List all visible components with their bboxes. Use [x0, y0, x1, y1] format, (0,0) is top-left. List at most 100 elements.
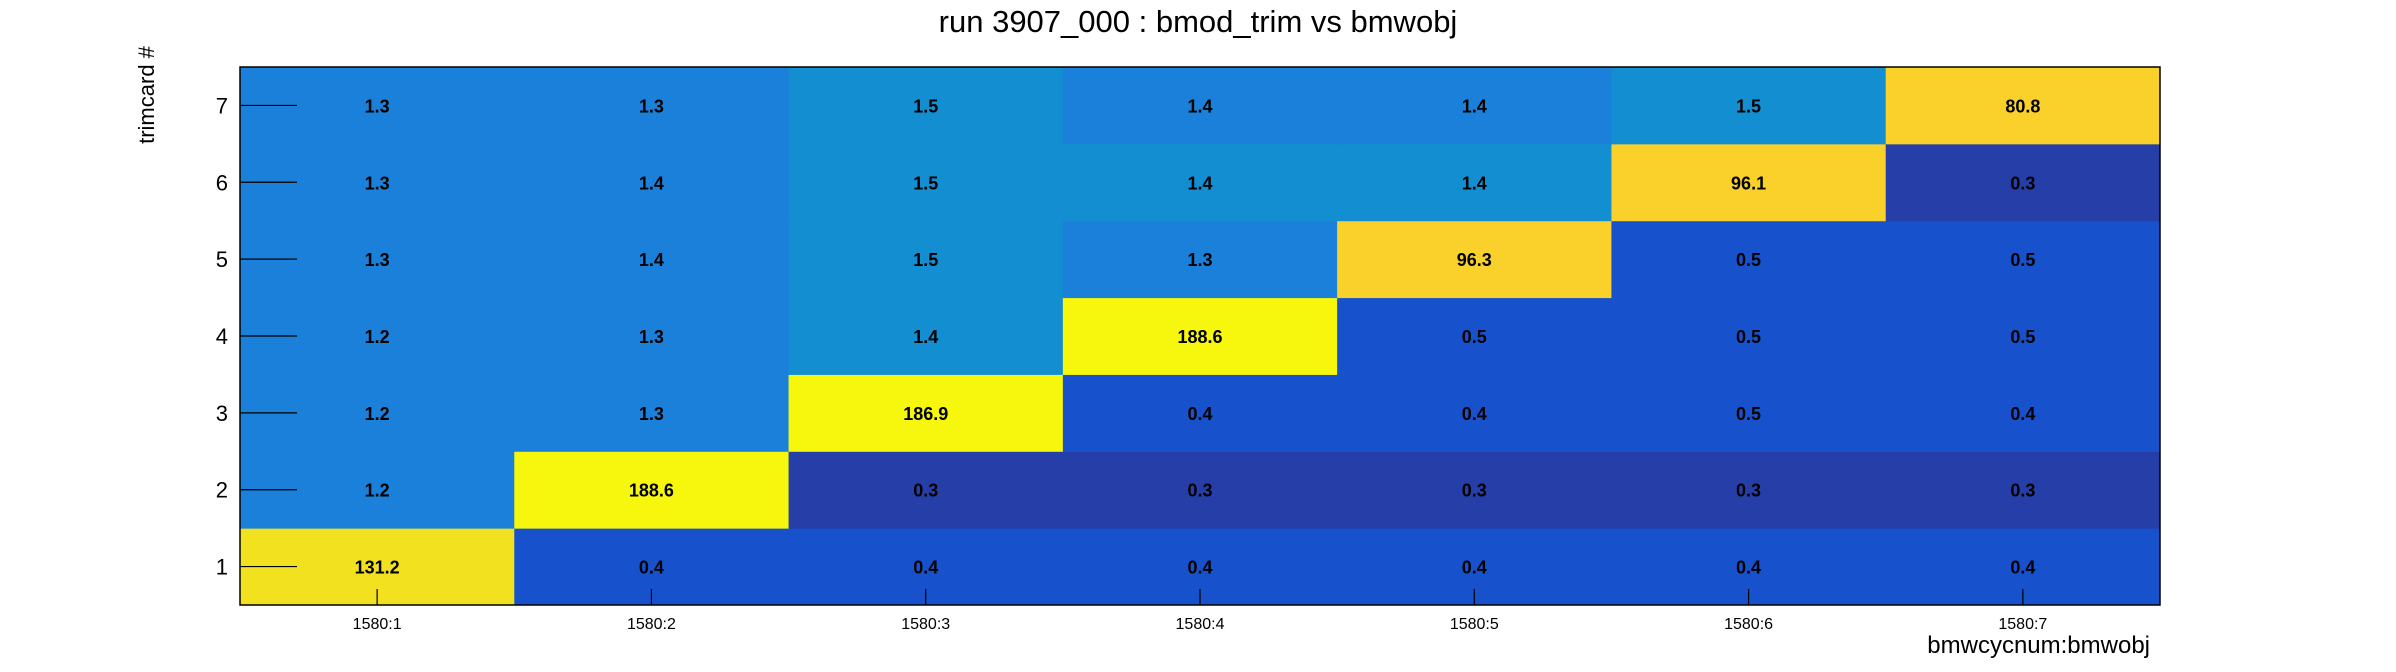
x-axis-label: bmwcycnum:bmwobj: [1927, 632, 2150, 659]
cell-value-label: 186.9: [903, 404, 948, 424]
cell-value-label: 0.5: [1462, 327, 1487, 347]
cell-value-label: 1.4: [639, 173, 664, 193]
heatmap-cell: [1062, 220, 1338, 299]
heatmap-cell: [1337, 67, 1612, 145]
cell-value-label: 1.4: [1187, 173, 1212, 193]
chart-title: run 3907_000 : bmod_trim vs bmwobj: [938, 4, 1458, 39]
cell-value-label: 1.3: [639, 327, 664, 347]
cell-value-label: 188.6: [1177, 327, 1222, 347]
y-axis-label: trimcard #: [134, 46, 159, 144]
y-tick-label: 7: [216, 93, 228, 118]
cell-value-label: 1.2: [365, 481, 390, 501]
cell-value-label: 1.5: [1736, 96, 1761, 116]
cell-value-label: 0.5: [1736, 404, 1761, 424]
cell-value-label: 1.3: [365, 250, 390, 270]
cell-value-label: 1.5: [913, 250, 938, 270]
heatmap-cell: [1885, 297, 2161, 375]
heatmap-cell: [514, 143, 790, 222]
x-tick-label: 1580:4: [1176, 616, 1225, 633]
y-tick-label: 4: [216, 324, 228, 349]
cell-value-label: 0.4: [1462, 558, 1487, 578]
cell-value-label: 0.3: [913, 481, 938, 501]
cell-value-label: 1.4: [913, 327, 938, 347]
cell-value-label: 1.3: [365, 96, 390, 116]
cell-value-label: 0.4: [1187, 404, 1212, 424]
cell-value-label: 0.5: [1736, 250, 1761, 270]
heatmap-cell: [788, 297, 1064, 375]
cell-value-label: 80.8: [2005, 96, 2040, 116]
heatmap-cell: [1611, 297, 1887, 375]
axis-ticks: 1 2 3 4 5 6 7 1580:1 1580:2 1580:3 1580:4 1580:5 158…: [216, 93, 2048, 633]
plot-frame: [239, 66, 2161, 606]
heatmap-cell: [1062, 451, 1338, 529]
cell-value-label: 0.3: [1187, 481, 1212, 501]
cell-value-label: 1.4: [1462, 96, 1487, 116]
heatmap-cell: [788, 220, 1064, 299]
cell-value-label: 1.5: [913, 173, 938, 193]
heatmap-cell: [514, 451, 790, 529]
cell-value-label: 1.3: [365, 173, 390, 193]
heatmap-cell: [1062, 67, 1338, 145]
heatmap-cell: [1337, 297, 1612, 375]
cell-value-label: 0.3: [1462, 481, 1487, 501]
cell-value-label: 0.4: [1736, 558, 1761, 578]
heatmap-cell: [514, 374, 790, 452]
heatmap-cell: [1611, 220, 1887, 299]
heatmap-cell: [1611, 374, 1887, 452]
heatmap-cell: [514, 67, 790, 145]
cell-value-label: 1.4: [639, 250, 664, 270]
cell-value-label: 0.3: [1736, 481, 1761, 501]
heatmap-cell: [1337, 374, 1612, 452]
cell-value-label: 0.4: [2010, 404, 2035, 424]
heatmap-cell: [1885, 451, 2161, 529]
heatmap-cell: [1885, 220, 2161, 299]
cell-value-label: 0.4: [1187, 558, 1212, 578]
cell-value-label: 0.4: [639, 558, 664, 578]
heatmap-cell: [1337, 451, 1612, 529]
cell-value-label: 188.6: [629, 481, 674, 501]
cell-value-label: 1.4: [1187, 96, 1212, 116]
heatmap-cell: [788, 374, 1064, 452]
heatmap-cell: [788, 451, 1064, 529]
heatmap-cell: [1885, 143, 2161, 222]
cell-value-label: 0.4: [2010, 558, 2035, 578]
cell-value-label: 1.2: [365, 327, 390, 347]
heatmap-cell: [514, 220, 790, 299]
cell-value-label: 96.1: [1731, 173, 1766, 193]
y-tick-label: 1: [216, 555, 228, 580]
heatmap-cell: [514, 297, 790, 375]
cell-value-label: 0.5: [1736, 327, 1761, 347]
heatmap-cell: [788, 67, 1064, 145]
heatmap-cell: [1611, 451, 1887, 529]
heatmap-cell: [1062, 374, 1338, 452]
y-tick-label: 5: [216, 247, 228, 272]
cell-value-label: 1.3: [1187, 250, 1212, 270]
cell-value-label: 1.3: [639, 404, 664, 424]
heatmap-cell: [1611, 67, 1887, 145]
cell-value-label: 0.5: [2010, 327, 2035, 347]
y-tick-label: 3: [216, 401, 228, 426]
x-tick-label: 1580:2: [627, 616, 676, 633]
heatmap-cell: [788, 143, 1064, 222]
cell-value-label: 1.5: [913, 96, 938, 116]
heatmap-cell: [1062, 143, 1338, 222]
heatmap-cell: [1885, 374, 2161, 452]
cell-value-label: 1.3: [639, 96, 664, 116]
x-tick-label: 1580:6: [1724, 616, 1773, 633]
y-tick-label: 2: [216, 478, 228, 503]
x-tick-label: 1580:3: [901, 616, 950, 633]
cell-value-label: 1.2: [365, 404, 390, 424]
x-tick-label: 1580:7: [1998, 616, 2047, 633]
cell-value-labels: 131.2 0.4 0.4 0.4 0.4 0.4 0.4 1.2 188.6 0.3 0.3 0.3…: [355, 96, 2041, 577]
cell-value-label: 0.3: [2010, 481, 2035, 501]
heatmap-cell: [1062, 297, 1338, 375]
cell-value-label: 131.2: [355, 558, 400, 578]
cell-value-label: 0.4: [1462, 404, 1487, 424]
cell-value-label: 0.4: [913, 558, 938, 578]
heatmap-cell: [1885, 67, 2161, 145]
x-tick-label: 1580:5: [1450, 616, 1499, 633]
cell-value-label: 0.5: [2010, 250, 2035, 270]
heatmap-cell: [1337, 220, 1612, 299]
heatmap-cell: [1611, 143, 1887, 222]
